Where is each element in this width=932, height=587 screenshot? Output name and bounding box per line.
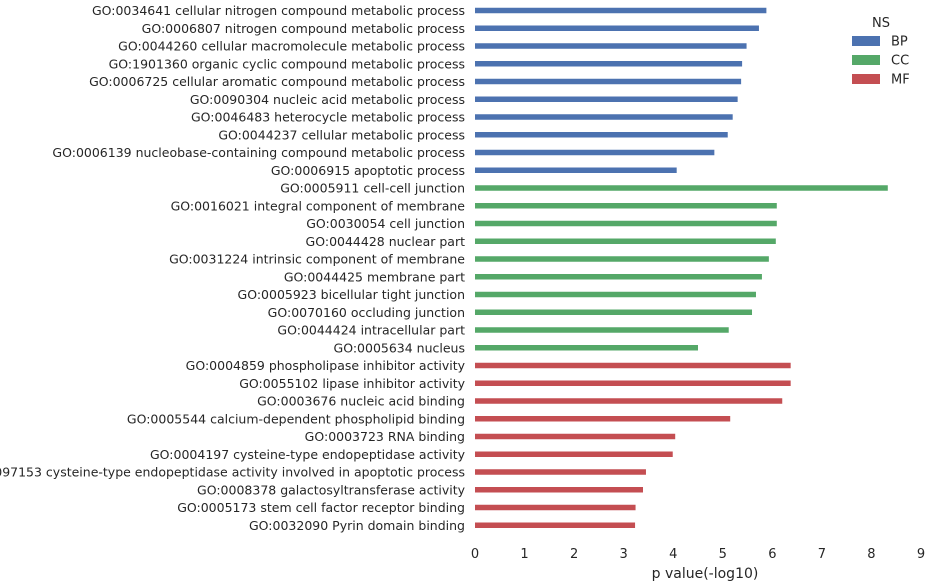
bar-mf	[475, 469, 646, 475]
category-label: GO:0008378 galactosyltransferase activit…	[197, 482, 466, 497]
category-label: GO:0097153 cysteine-type endopeptidase a…	[0, 465, 465, 480]
x-axis: 0 1 2 3 4 5 6 7 8 9 p value(-log10)	[471, 547, 925, 582]
category-label: GO:0005634 nucleus	[334, 340, 465, 355]
category-label: GO:0004859 phospholipase inhibitor activ…	[186, 358, 466, 373]
bar-cc	[475, 185, 888, 191]
category-labels: GO:0034641 cellular nitrogen compound me…	[0, 3, 466, 533]
category-label: GO:0055102 lipase inhibitor activity	[239, 376, 465, 391]
bar-mf	[475, 451, 673, 457]
category-label: GO:0005173 stem cell factor receptor bin…	[177, 500, 465, 515]
bars-layer	[475, 7, 888, 528]
x-tick-label: 1	[520, 547, 528, 562]
bar-bp	[475, 132, 728, 138]
legend-label-cc: CC	[891, 54, 909, 69]
category-label: GO:0032090 Pyrin domain binding	[249, 518, 465, 533]
legend-entries: BP CC MF	[852, 35, 910, 88]
x-tick-label: 6	[768, 547, 776, 562]
legend-label-bp: BP	[891, 35, 908, 50]
bar-mf	[475, 398, 783, 404]
x-tick-label: 3	[620, 547, 628, 562]
bar-cc	[475, 238, 776, 244]
x-tick-label: 7	[818, 547, 826, 562]
bar-cc	[475, 203, 777, 209]
category-label: GO:0006725 cellular aromatic compound me…	[89, 74, 465, 89]
bar-bp	[475, 149, 715, 156]
bar-bp	[475, 78, 742, 85]
bar-bp	[475, 114, 733, 120]
category-label: GO:0044428 nuclear part	[306, 234, 466, 249]
x-tick-label: 9	[917, 547, 925, 562]
bar-cc	[475, 220, 777, 227]
category-label: GO:0005923 bicellular tight junction	[238, 287, 465, 302]
x-axis-label: p value(-log10)	[652, 566, 759, 582]
bar-mf	[475, 380, 791, 386]
x-tick-label: 8	[867, 547, 875, 562]
category-label: GO:0031224 intrinsic component of membra…	[169, 252, 465, 267]
bar-bp	[475, 61, 743, 67]
x-tick-labels: 0 1 2 3 4 5 6 7 8 9	[471, 547, 925, 562]
bar-cc	[475, 274, 762, 280]
bar-mf	[475, 487, 643, 493]
legend-label-mf: MF	[891, 73, 910, 88]
category-label: GO:0003723 RNA binding	[305, 429, 465, 444]
x-tick-label: 5	[719, 547, 727, 562]
category-label: GO:0006915 apoptotic process	[271, 163, 465, 178]
bar-cc	[475, 309, 753, 315]
legend: NS BP CC MF	[852, 16, 910, 88]
category-label: GO:0005911 cell-cell junction	[280, 181, 465, 196]
bar-bp	[475, 96, 738, 102]
bar-mf	[475, 504, 636, 511]
legend-swatch-cc	[852, 55, 880, 65]
category-label: GO:0090304 nucleic acid metabolic proces…	[190, 92, 465, 107]
category-label: GO:0070160 occluding junction	[268, 305, 465, 320]
bar-mf	[475, 433, 676, 440]
bar-cc	[475, 291, 756, 298]
category-label: GO:0046483 heterocycle metabolic process	[191, 110, 465, 125]
category-label: GO:0044424 intracellular part	[277, 323, 465, 338]
category-label: GO:0044260 cellular macromolecule metabo…	[118, 39, 465, 54]
bar-bp	[475, 25, 759, 31]
bar-cc	[475, 256, 769, 262]
bar-mf	[475, 362, 791, 369]
x-tick-label: 2	[570, 547, 578, 562]
category-label: GO:0006139 nucleobase-containing compoun…	[52, 145, 465, 160]
bar-mf	[475, 416, 731, 422]
bar-bp	[475, 7, 767, 14]
x-tick-label: 0	[471, 547, 479, 562]
category-label: GO:0030054 cell junction	[306, 216, 465, 231]
category-label: GO:0044425 membrane part	[284, 269, 465, 284]
category-label: GO:0016021 integral component of membran…	[171, 198, 466, 213]
bar-bp	[475, 43, 747, 49]
category-label: GO:0034641 cellular nitrogen compound me…	[92, 3, 465, 18]
legend-title: NS	[872, 16, 890, 31]
category-label: GO:0044237 cellular metabolic process	[218, 127, 465, 142]
bar-cc	[475, 327, 729, 333]
category-label: GO:0005544 calcium-dependent phospholipi…	[127, 411, 465, 426]
legend-swatch-mf	[852, 74, 880, 84]
legend-swatch-bp	[852, 36, 880, 46]
bar-bp	[475, 167, 677, 173]
bar-cc	[475, 345, 698, 351]
bar-mf	[475, 522, 636, 528]
x-tick-label: 4	[669, 547, 677, 562]
category-label: GO:0006807 nitrogen compound metabolic p…	[142, 21, 465, 36]
category-label: GO:0003676 nucleic acid binding	[257, 394, 465, 409]
category-label: GO:0004197 cysteine-type endopeptidase a…	[150, 447, 466, 462]
category-label: GO:1901360 organic cyclic compound metab…	[109, 56, 465, 71]
